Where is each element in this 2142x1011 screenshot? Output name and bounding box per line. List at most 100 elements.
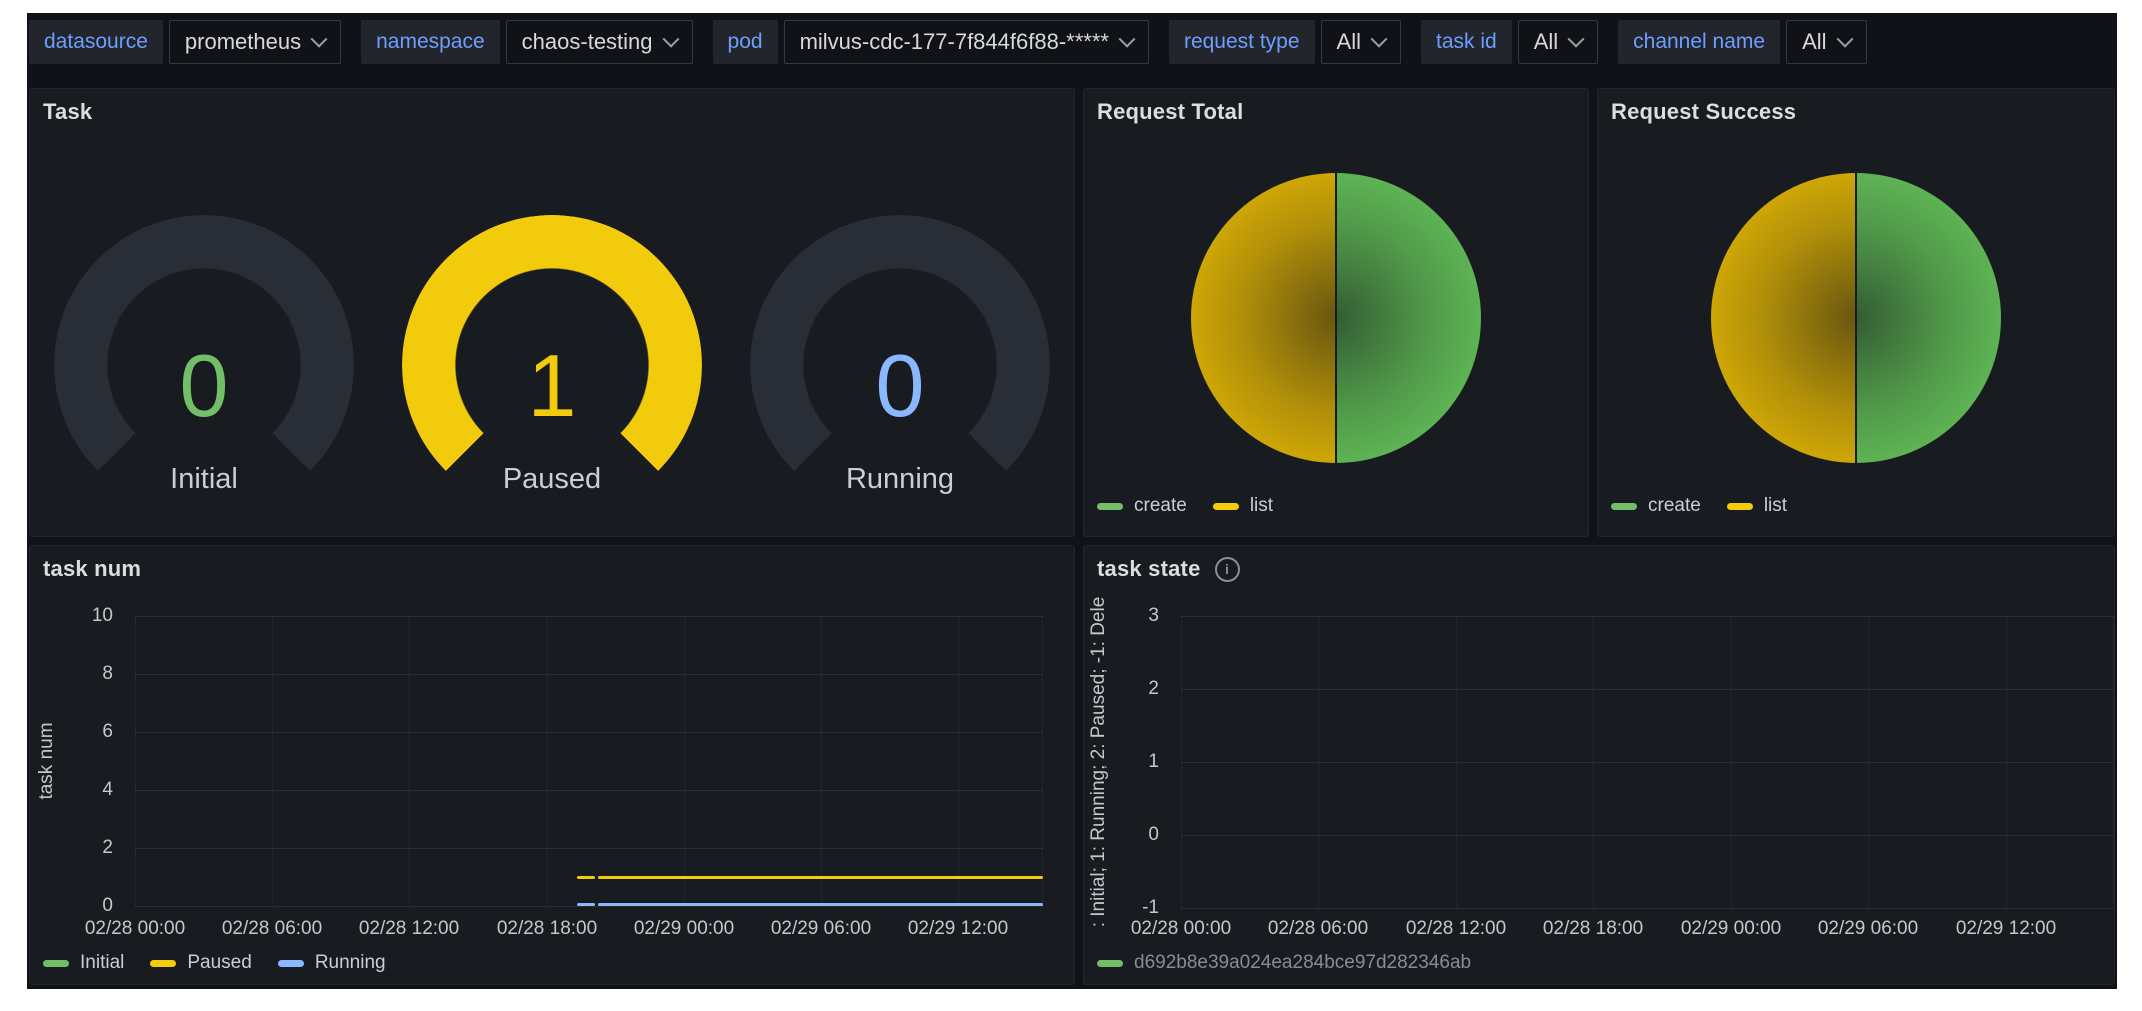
y-tick: -1	[1142, 897, 1159, 919]
gauge-running: 0 Running	[726, 89, 1074, 536]
variable-value-text: milvus-cdc-177-7f844f6f88-*****	[800, 29, 1109, 55]
variable-label-task-id: task id	[1421, 20, 1512, 64]
gauge-initial: 0 Initial	[30, 89, 378, 536]
variable-value-pod[interactable]: milvus-cdc-177-7f844f6f88-*****	[784, 20, 1149, 64]
panel-title-task-state[interactable]: task state i	[1097, 556, 1240, 582]
chevron-down-icon	[1836, 31, 1853, 48]
x-tick: 02/29 06:00	[1818, 918, 1918, 940]
variable-namespace: namespace chaos-testing	[361, 20, 692, 64]
variable-value-text: chaos-testing	[522, 29, 653, 55]
pie-chart-request-total	[1191, 173, 1481, 463]
variable-value-task-id[interactable]: All	[1518, 20, 1598, 64]
chevron-down-icon	[311, 31, 328, 48]
legend-swatch-green	[1611, 503, 1637, 510]
y-tick: 10	[92, 605, 113, 627]
chevron-down-icon	[1370, 31, 1387, 48]
series-line-paused	[577, 876, 595, 879]
legend-swatch-yellow	[1213, 503, 1239, 510]
legend-item-list[interactable]: list	[1727, 495, 1787, 517]
panel-title-task-num[interactable]: task num	[43, 556, 141, 582]
legend-item-create[interactable]: create	[1097, 495, 1187, 517]
x-tick: 02/29 12:00	[908, 918, 1008, 940]
gauge-label-paused: Paused	[378, 463, 726, 496]
variable-label-datasource: datasource	[29, 20, 163, 64]
y-axis-ticks: 3 2 1 0 -1	[1084, 616, 1169, 908]
variable-task-id: task id All	[1421, 20, 1598, 64]
panel-request-success: Request Success create list	[1597, 88, 2115, 537]
variable-value-channel-name[interactable]: All	[1786, 20, 1866, 64]
chevron-down-icon	[1568, 31, 1585, 48]
variable-label-channel-name: channel name	[1618, 20, 1780, 64]
variable-pod: pod milvus-cdc-177-7f844f6f88-*****	[713, 20, 1149, 64]
x-tick: 02/28 00:00	[85, 918, 185, 940]
variable-channel-name: channel name All	[1618, 20, 1866, 64]
chevron-down-icon	[662, 31, 679, 48]
gauge-row: 0 Initial 1 Paused 0 Running	[30, 89, 1074, 536]
x-tick: 02/28 12:00	[359, 918, 459, 940]
y-tick: 6	[102, 721, 113, 743]
x-tick: 02/29 00:00	[634, 918, 734, 940]
variable-bar: datasource prometheus namespace chaos-te…	[29, 20, 2115, 64]
gauge-value-paused: 1	[378, 342, 726, 430]
variable-value-text: prometheus	[185, 29, 301, 55]
plot-area-task-num	[135, 616, 1043, 906]
plot-area-task-state	[1181, 616, 2114, 908]
legend-task-state: d692b8e39a024ea284bce97d282346ab	[1097, 952, 1471, 974]
legend-swatch-blue	[278, 960, 304, 967]
info-icon[interactable]: i	[1215, 557, 1240, 582]
y-tick: 1	[1148, 751, 1159, 773]
variable-value-datasource[interactable]: prometheus	[169, 20, 341, 64]
panel-task-state: task state i : Initial; 1: Running; 2: P…	[1083, 545, 2115, 985]
legend-swatch-green	[43, 960, 69, 967]
legend-request-success: create list	[1611, 495, 1787, 517]
panel-request-total: Request Total create list	[1083, 88, 1589, 537]
legend-item-list[interactable]: list	[1213, 495, 1273, 517]
legend-request-total: create list	[1097, 495, 1273, 517]
gauge-value-running: 0	[726, 342, 1074, 430]
variable-value-request-type[interactable]: All	[1321, 20, 1401, 64]
series-line-running	[577, 903, 595, 906]
y-tick: 8	[102, 663, 113, 685]
panel-title-request-total[interactable]: Request Total	[1097, 99, 1243, 125]
legend-swatch-yellow	[1727, 503, 1753, 510]
legend-item-initial[interactable]: Initial	[43, 952, 124, 974]
gauge-value-initial: 0	[30, 342, 378, 430]
x-tick: 02/28 18:00	[1543, 918, 1643, 940]
y-tick: 2	[1148, 678, 1159, 700]
x-tick: 02/29 12:00	[1956, 918, 2056, 940]
y-tick: 3	[1148, 605, 1159, 627]
y-tick: 4	[102, 779, 113, 801]
gauge-paused: 1 Paused	[378, 89, 726, 536]
x-tick: 02/28 18:00	[497, 918, 597, 940]
variable-value-namespace[interactable]: chaos-testing	[506, 20, 693, 64]
y-tick: 0	[1148, 824, 1159, 846]
y-tick: 0	[102, 895, 113, 917]
legend-swatch-yellow	[150, 960, 176, 967]
panel-title-request-success[interactable]: Request Success	[1611, 99, 1796, 125]
variable-value-text: All	[1337, 29, 1361, 55]
legend-item-paused[interactable]: Paused	[150, 952, 251, 974]
pie-chart-request-success	[1711, 173, 2001, 463]
variable-value-text: All	[1802, 29, 1826, 55]
gauge-label-running: Running	[726, 463, 1074, 496]
grafana-dashboard: datasource prometheus namespace chaos-te…	[27, 13, 2117, 989]
x-axis-ticks: 02/28 00:00 02/28 06:00 02/28 12:00 02/2…	[135, 918, 1043, 942]
legend-task-num: Initial Paused Running	[43, 952, 386, 974]
series-line-paused	[598, 876, 1043, 879]
variable-label-request-type: request type	[1169, 20, 1315, 64]
variable-label-pod: pod	[713, 20, 778, 64]
legend-swatch-green	[1097, 960, 1123, 967]
legend-item-running[interactable]: Running	[278, 952, 386, 974]
panel-task-num: task num task num 10 8 6 4 2 0	[29, 545, 1075, 985]
legend-item-series-hash[interactable]: d692b8e39a024ea284bce97d282346ab	[1097, 952, 1471, 974]
series-line-running	[598, 903, 1043, 906]
x-tick: 02/28 06:00	[222, 918, 322, 940]
x-tick: 02/29 00:00	[1681, 918, 1781, 940]
x-tick: 02/28 12:00	[1406, 918, 1506, 940]
panel-task: Task 0 Initial 1 Paused 0 Running	[29, 88, 1075, 537]
legend-item-create[interactable]: create	[1611, 495, 1701, 517]
variable-datasource: datasource prometheus	[29, 20, 341, 64]
x-tick: 02/29 06:00	[771, 918, 871, 940]
legend-swatch-green	[1097, 503, 1123, 510]
variable-value-text: All	[1534, 29, 1558, 55]
